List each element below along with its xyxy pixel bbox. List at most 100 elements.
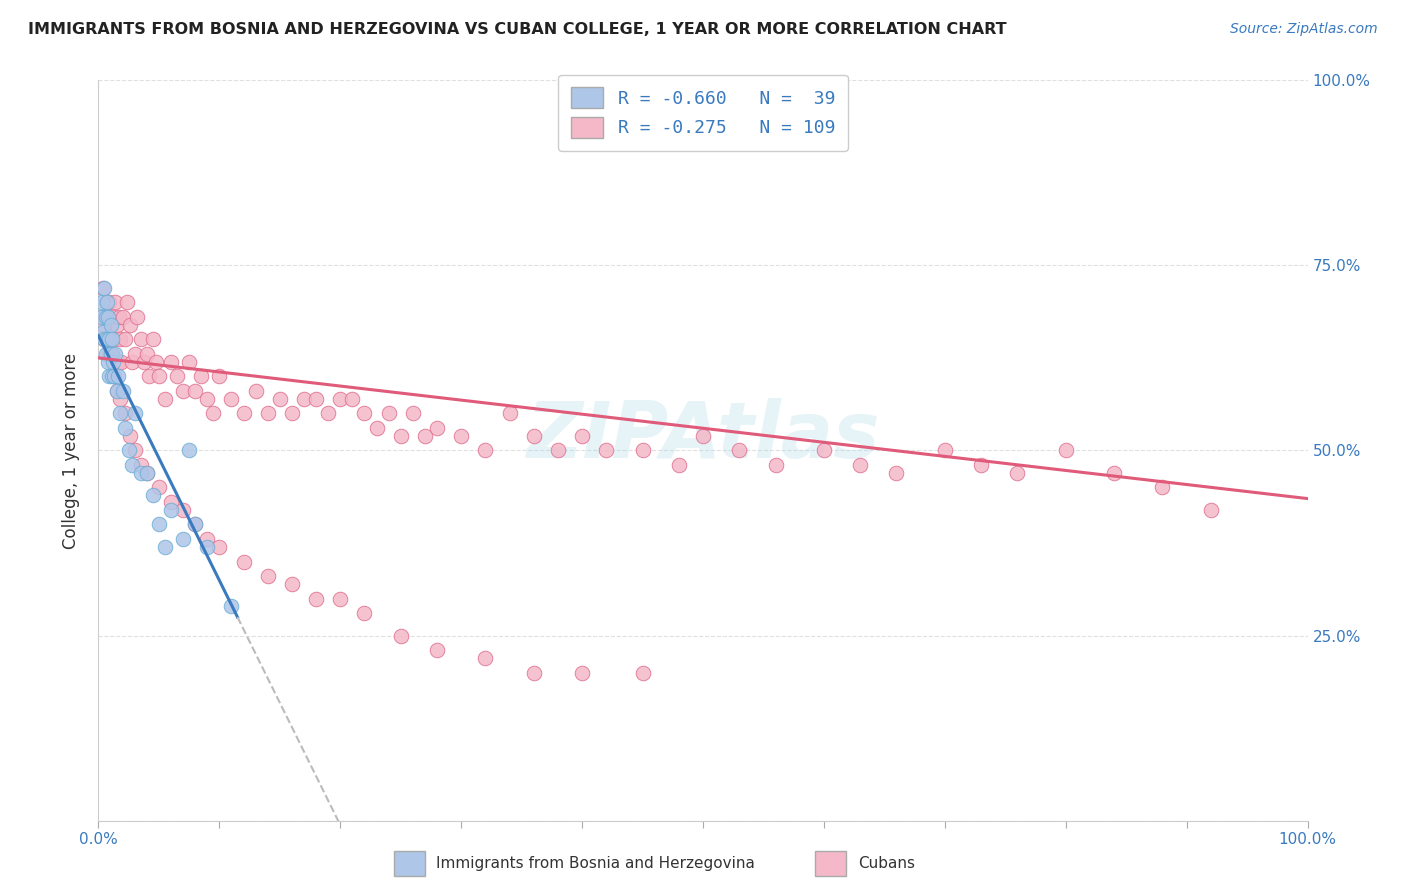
Point (142, 488, 165, 502)
Point (523, 428, 546, 442)
Point (145, 354, 167, 368)
Text: Source: ZipAtlas.com: Source: ZipAtlas.com (1230, 22, 1378, 37)
Point (110, 354, 132, 368)
Point (142, 332, 165, 346)
Point (118, 428, 141, 442)
Y-axis label: College, 1 year or more: College, 1 year or more (62, 352, 80, 549)
Point (117, 295, 139, 310)
Point (111, 384, 134, 399)
Point (1007, 466, 1029, 480)
Point (668, 458, 690, 473)
Point (105, 318, 128, 332)
Point (96, 310, 118, 325)
Point (184, 384, 207, 399)
Point (342, 392, 364, 406)
Point (129, 466, 152, 480)
Point (292, 392, 315, 406)
Point (124, 443, 146, 458)
Point (96, 332, 118, 346)
Point (100, 347, 122, 361)
Point (91, 295, 114, 310)
Point (413, 428, 436, 442)
Point (121, 458, 143, 473)
Point (765, 458, 787, 473)
Point (547, 443, 569, 458)
Point (94, 295, 117, 310)
Point (281, 576, 304, 591)
Point (114, 332, 136, 346)
Point (101, 369, 124, 384)
Point (195, 392, 218, 406)
Point (221, 392, 243, 406)
Point (91, 280, 114, 294)
Point (104, 295, 127, 310)
Point (98, 332, 121, 346)
Point (377, 407, 399, 421)
Point (105, 384, 128, 399)
Point (101, 310, 124, 325)
Point (353, 607, 375, 621)
Point (108, 332, 131, 346)
Point (160, 354, 183, 368)
Point (160, 502, 183, 516)
Point (135, 466, 157, 480)
Point (172, 533, 194, 547)
Point (127, 310, 149, 325)
Point (172, 384, 194, 399)
Point (93, 332, 115, 346)
Point (474, 443, 496, 458)
Point (208, 369, 231, 384)
Point (1199, 502, 1222, 516)
Point (353, 407, 375, 421)
Point (172, 502, 194, 516)
Text: Immigrants from Bosnia and Herzegovina: Immigrants from Bosnia and Herzegovina (436, 856, 755, 871)
Point (104, 347, 127, 361)
Legend: R = -0.660   N =  39, R = -0.275   N = 109: R = -0.660 N = 39, R = -0.275 N = 109 (558, 75, 848, 151)
Point (101, 354, 124, 368)
Point (1152, 480, 1174, 494)
Point (232, 407, 254, 421)
Point (886, 466, 908, 480)
Point (970, 458, 993, 473)
Point (571, 428, 593, 442)
Point (91, 325, 114, 339)
Point (269, 392, 291, 406)
Point (190, 369, 212, 384)
Point (118, 443, 141, 458)
Point (202, 407, 225, 421)
Point (97, 354, 120, 368)
Point (100, 332, 122, 346)
Point (114, 421, 136, 435)
Point (129, 332, 152, 346)
Point (523, 665, 546, 680)
Point (1102, 466, 1125, 480)
Point (100, 369, 122, 384)
Point (111, 310, 134, 325)
Text: IMMIGRANTS FROM BOSNIA AND HERZEGOVINA VS CUBAN COLLEGE, 1 YEAR OR MORE CORRELAT: IMMIGRANTS FROM BOSNIA AND HERZEGOVINA V… (28, 22, 1007, 37)
Point (389, 428, 412, 442)
Point (184, 517, 207, 532)
Point (96, 332, 118, 346)
Point (153, 392, 176, 406)
Point (256, 569, 278, 583)
Point (221, 599, 243, 613)
Point (389, 628, 412, 642)
Point (97, 310, 120, 325)
Point (813, 443, 835, 458)
Point (94, 347, 117, 361)
Point (179, 354, 201, 368)
Point (160, 495, 183, 509)
Point (91, 310, 114, 325)
Point (148, 480, 170, 494)
Point (426, 421, 449, 435)
Point (124, 407, 146, 421)
Point (118, 318, 141, 332)
Point (100, 318, 122, 332)
Point (135, 347, 157, 361)
Point (692, 428, 714, 442)
Point (934, 443, 956, 458)
Point (1054, 443, 1077, 458)
Point (114, 407, 136, 421)
Point (179, 443, 201, 458)
Point (474, 650, 496, 665)
